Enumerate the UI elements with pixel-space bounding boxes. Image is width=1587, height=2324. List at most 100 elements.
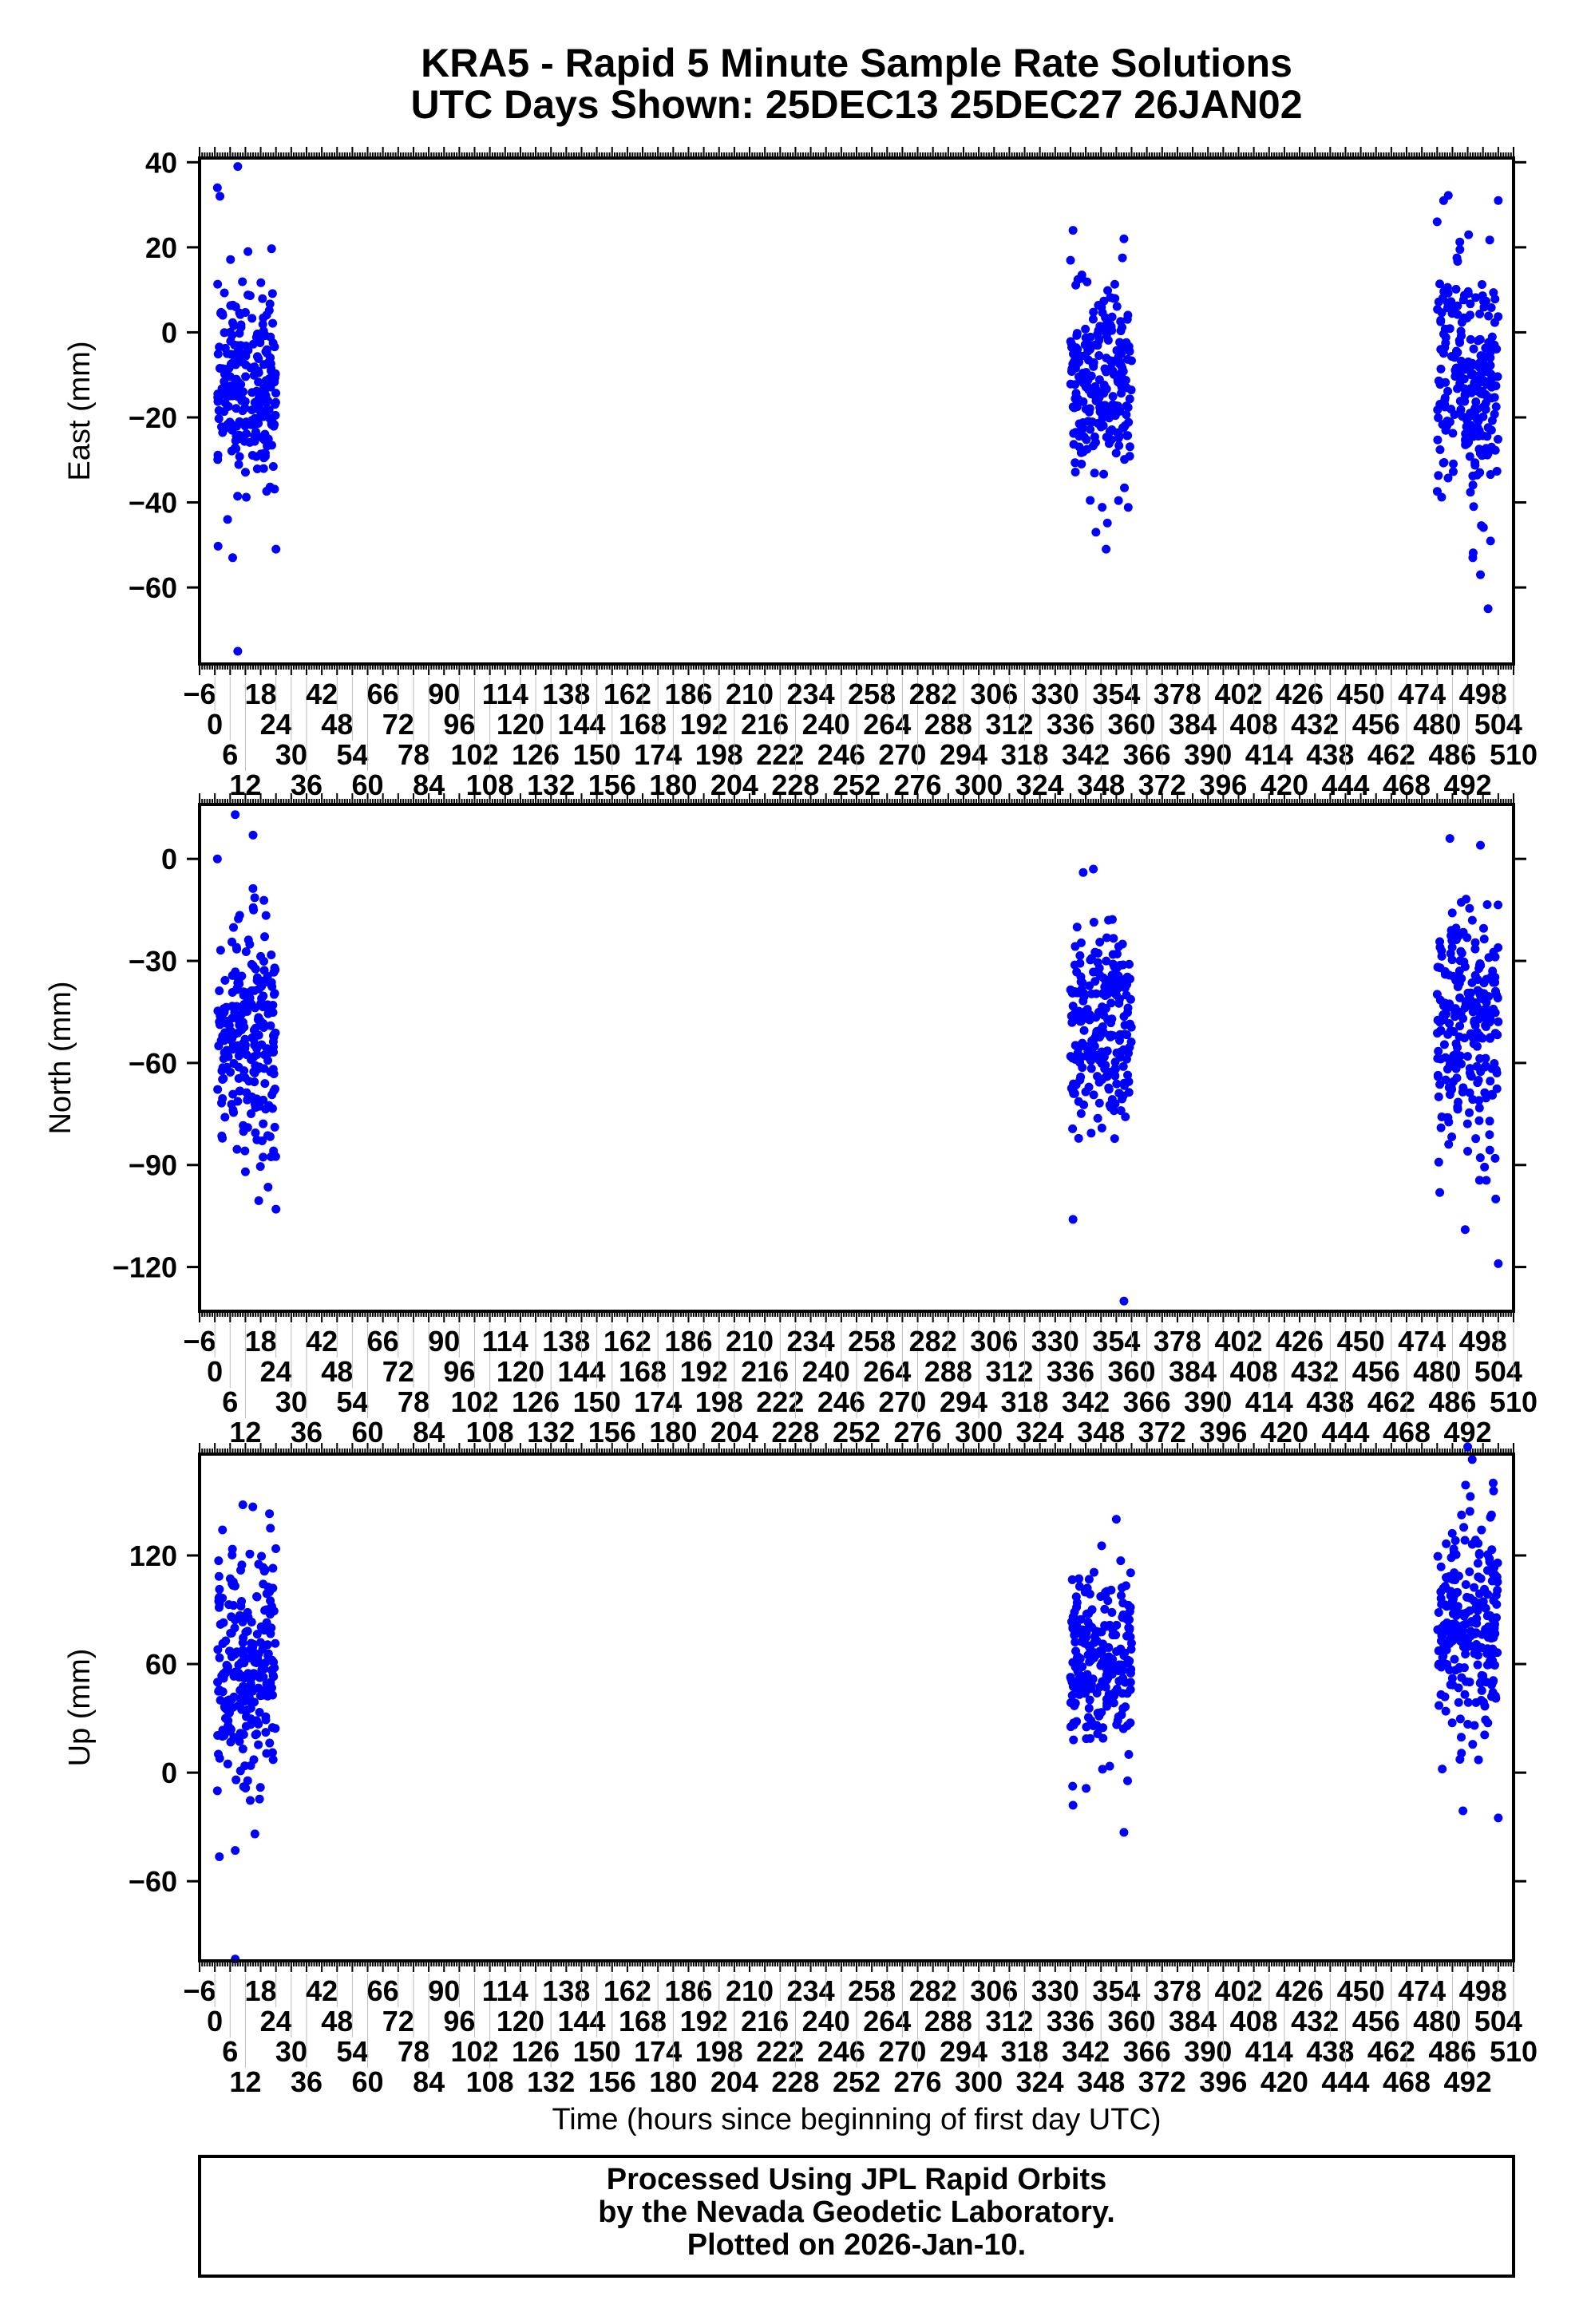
data-point (271, 544, 281, 554)
data-point (1478, 291, 1487, 301)
data-point (1433, 962, 1443, 972)
data-point (1113, 974, 1122, 983)
x-tick-label: 378 (1154, 1325, 1201, 1358)
data-point (1471, 385, 1481, 394)
panel-north: −606121824303642485460667278849096102108… (44, 793, 1538, 1449)
x-tick-label: 186 (664, 1325, 712, 1358)
data-point (232, 1144, 242, 1154)
data-point (1125, 452, 1134, 461)
data-point (1434, 1046, 1443, 1056)
data-point (1482, 899, 1492, 909)
data-point (1470, 970, 1480, 980)
x-tick-label: 402 (1214, 678, 1262, 710)
x-tick-label: 210 (726, 1974, 774, 2007)
data-point (1451, 935, 1461, 944)
data-point (1443, 288, 1453, 298)
data-point (1117, 349, 1126, 358)
data-point (220, 398, 230, 408)
data-point (1086, 955, 1095, 965)
data-point (1085, 1015, 1094, 1025)
x-tick-label: 498 (1459, 1325, 1507, 1358)
data-point (1487, 332, 1497, 342)
data-point (213, 541, 223, 551)
data-point (1455, 1022, 1465, 1031)
data-point (254, 984, 263, 994)
x-tick-label: 264 (863, 1355, 911, 1388)
data-point (1097, 1123, 1106, 1132)
x-tick-label: 312 (985, 2005, 1033, 2037)
x-tick-label: 438 (1306, 2035, 1354, 2068)
data-point (220, 370, 229, 379)
x-tick-label: 114 (482, 1974, 528, 2007)
x-tick-label: 72 (382, 2005, 414, 2037)
data-point (240, 1034, 250, 1044)
x-tick-label: 102 (450, 2035, 498, 2068)
data-point (1435, 937, 1445, 947)
data-point (1482, 432, 1492, 441)
data-point (218, 1133, 228, 1143)
x-tick-label: 342 (1062, 738, 1110, 771)
y-tick-label: −60 (129, 1047, 177, 1080)
data-point (220, 975, 230, 985)
data-point (268, 462, 278, 472)
data-point (1101, 1061, 1110, 1070)
data-point (1433, 1029, 1443, 1038)
data-point (1073, 1049, 1082, 1059)
data-point (1444, 1140, 1454, 1149)
y-tick-label: 0 (161, 316, 177, 349)
data-point (1459, 957, 1469, 966)
data-point (1475, 363, 1485, 373)
data-point (1468, 553, 1478, 563)
x-tick-label: 342 (1062, 2035, 1110, 2068)
data-point (1103, 286, 1113, 295)
data-point (1112, 1079, 1122, 1089)
data-point (1434, 471, 1443, 480)
data-point (1093, 958, 1102, 967)
x-tick-label: 258 (848, 1325, 896, 1358)
data-point (1458, 295, 1468, 305)
x-tick-label: 354 (1092, 1974, 1140, 2007)
data-point (1072, 988, 1082, 998)
data-point (261, 911, 271, 920)
x-tick-label: 294 (940, 1385, 987, 1418)
y-tick-label: −20 (129, 401, 177, 434)
data-point (1458, 1083, 1468, 1093)
data-point (1478, 523, 1488, 532)
data-point (1074, 1133, 1083, 1143)
data-point (228, 970, 237, 980)
data-point (1071, 942, 1080, 951)
data-point (232, 431, 241, 441)
data-point (1439, 458, 1449, 468)
data-point (235, 1086, 244, 1096)
data-point (234, 1073, 243, 1083)
data-point (1095, 407, 1105, 417)
data-point (267, 1104, 277, 1113)
data-point (1486, 303, 1496, 313)
y-tick-label: −30 (129, 945, 177, 978)
data-point (1483, 604, 1493, 614)
x-tick-label: 456 (1352, 1355, 1400, 1388)
data-point (1110, 1106, 1119, 1116)
x-tick-label: 48 (321, 2005, 353, 2037)
data-point (1095, 937, 1105, 947)
data-point (1432, 217, 1442, 227)
x-tick-label: 216 (741, 1355, 789, 1388)
data-point (1472, 1061, 1482, 1071)
data-point (1123, 310, 1133, 320)
data-point (1432, 487, 1442, 496)
data-point (1478, 923, 1488, 933)
data-point (263, 441, 272, 451)
x-tick-label: 360 (1107, 708, 1155, 741)
data-point (228, 330, 237, 340)
data-point (1450, 305, 1459, 314)
data-point (269, 1146, 279, 1156)
data-point (1439, 1010, 1449, 1019)
data-point (216, 1036, 226, 1045)
data-point (1470, 1018, 1479, 1027)
x-tick-label: 444 (1321, 2065, 1369, 2098)
data-point (1486, 1077, 1495, 1086)
data-point (1483, 423, 1493, 433)
data-point (1474, 1076, 1483, 1085)
data-point (1109, 294, 1118, 303)
data-point (1076, 1109, 1086, 1118)
